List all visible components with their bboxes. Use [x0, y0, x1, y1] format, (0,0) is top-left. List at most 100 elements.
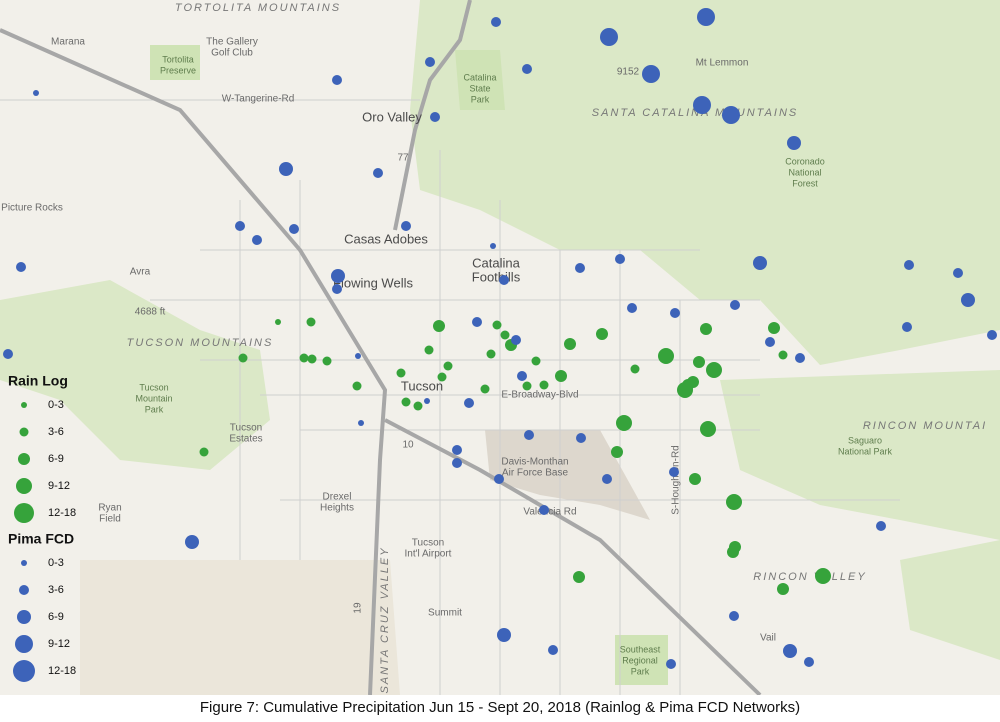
legend-symbol [14, 503, 34, 523]
rain-log-gauge [413, 401, 423, 411]
pima-fcd-gauge [602, 474, 612, 484]
pima-fcd-gauge [490, 243, 496, 249]
rain-log-gauge [401, 397, 411, 407]
rain-log-gauge [768, 322, 780, 334]
place-label: RINCON VALLEY [753, 571, 866, 583]
rain-log-gauge [726, 494, 742, 510]
pima-fcd-gauge [517, 371, 527, 381]
place-label: National Park [838, 446, 893, 456]
pima-fcd-gauge [693, 96, 711, 114]
place-label: Drexel [323, 492, 352, 503]
park-area [0, 280, 270, 470]
legend-symbol [19, 585, 29, 595]
place-label: Summit [428, 608, 462, 619]
pima-fcd-gauge [491, 17, 501, 27]
place-label: Vail [760, 633, 776, 644]
rain-log-gauge [238, 353, 248, 363]
rain-log-gauge [611, 446, 623, 458]
place-label: W-Tangerine-Rd [222, 94, 295, 105]
pima-fcd-gauge [424, 398, 430, 404]
legend-symbol [16, 478, 32, 494]
place-label: Southeast [620, 644, 661, 654]
pima-fcd-gauge [355, 353, 361, 359]
park-area [455, 50, 505, 110]
pima-fcd-gauge [987, 330, 997, 340]
place-label: Foothills [472, 269, 521, 284]
legend-label: 0-3 [48, 557, 64, 569]
place-label: Mountain [135, 393, 172, 403]
place-label: Tucson [139, 382, 168, 392]
rain-log-gauge [486, 349, 496, 359]
legend-symbol [13, 660, 35, 682]
place-label: Park [145, 404, 164, 414]
pima-fcd-gauge [902, 322, 912, 332]
place-label: Mt Lemmon [696, 58, 749, 69]
rain-log-gauge [199, 447, 209, 457]
pima-fcd-gauge [697, 8, 715, 26]
pima-fcd-gauge [615, 254, 625, 264]
legend-label: 3-6 [48, 426, 64, 438]
legend-symbol [19, 427, 29, 437]
place-label: SANTA CATALINA MOUNTAINS [592, 107, 799, 119]
pima-fcd-gauge [373, 168, 383, 178]
place-label: Heights [320, 503, 354, 514]
pima-fcd-gauge [464, 398, 474, 408]
pima-fcd-gauge [548, 645, 558, 655]
place-label: State [469, 83, 490, 93]
pima-fcd-gauge [670, 308, 680, 318]
freeway [0, 0, 762, 697]
pima-fcd-gauge [33, 90, 39, 96]
pima-fcd-gauge [804, 657, 814, 667]
place-label: Field [99, 514, 121, 525]
rain-log-gauge [630, 364, 640, 374]
pima-fcd-gauge [961, 293, 975, 307]
place-label: 19 [353, 602, 364, 614]
place-label: Park [471, 94, 490, 104]
place-label: Catalina [472, 255, 520, 270]
legend-label: 0-3 [48, 399, 64, 411]
place-label: Estates [229, 434, 262, 445]
legend-title: Rain Log [8, 373, 68, 389]
rain-log-gauge [596, 328, 608, 340]
pima-fcd-gauge [953, 268, 963, 278]
place-label: Davis-Monthan [501, 457, 568, 468]
place-label: Preserve [160, 65, 196, 75]
pima-fcd-gauge [452, 445, 462, 455]
place-label: Valencia Rd [523, 507, 576, 518]
pima-fcd-gauge [472, 317, 482, 327]
pima-fcd-gauge [539, 505, 549, 515]
pima-fcd-gauge [524, 430, 534, 440]
place-label: The Gallery [206, 37, 258, 48]
rain-log-gauge [700, 323, 712, 335]
place-label: National [788, 167, 821, 177]
pima-fcd-gauge [331, 269, 345, 283]
rain-log-gauge [539, 380, 549, 390]
pima-fcd-gauge [430, 112, 440, 122]
pima-fcd-gauge [452, 458, 462, 468]
place-label: TUCSON MOUNTAINS [127, 337, 274, 349]
place-label: Air Force Base [502, 468, 569, 479]
rain-log-gauge [307, 354, 317, 364]
pima-fcd-gauge [511, 335, 521, 345]
place-label: Tucson [230, 423, 262, 434]
rain-log-gauge [522, 381, 532, 391]
place-label: Coronado [785, 156, 825, 166]
pima-fcd-gauge [576, 433, 586, 443]
pima-fcd-gauge [425, 57, 435, 67]
rain-log-gauge [437, 372, 447, 382]
pima-fcd-gauge [787, 136, 801, 150]
rain-log-gauge [443, 361, 453, 371]
rain-log-gauge [693, 356, 705, 368]
rain-log-gauge [616, 415, 632, 431]
place-label: Ryan [98, 503, 121, 514]
legend-symbol [21, 560, 27, 566]
place-label: Regional [622, 655, 658, 665]
place-label: Saguaro [848, 435, 882, 445]
place-label: Oro Valley [362, 109, 422, 124]
pima-fcd-gauge [666, 659, 676, 669]
place-label: Picture Rocks [1, 203, 63, 214]
pima-fcd-gauge [627, 303, 637, 313]
pima-fcd-gauge [289, 224, 299, 234]
park-area [615, 635, 668, 685]
rain-log-gauge [658, 348, 674, 364]
